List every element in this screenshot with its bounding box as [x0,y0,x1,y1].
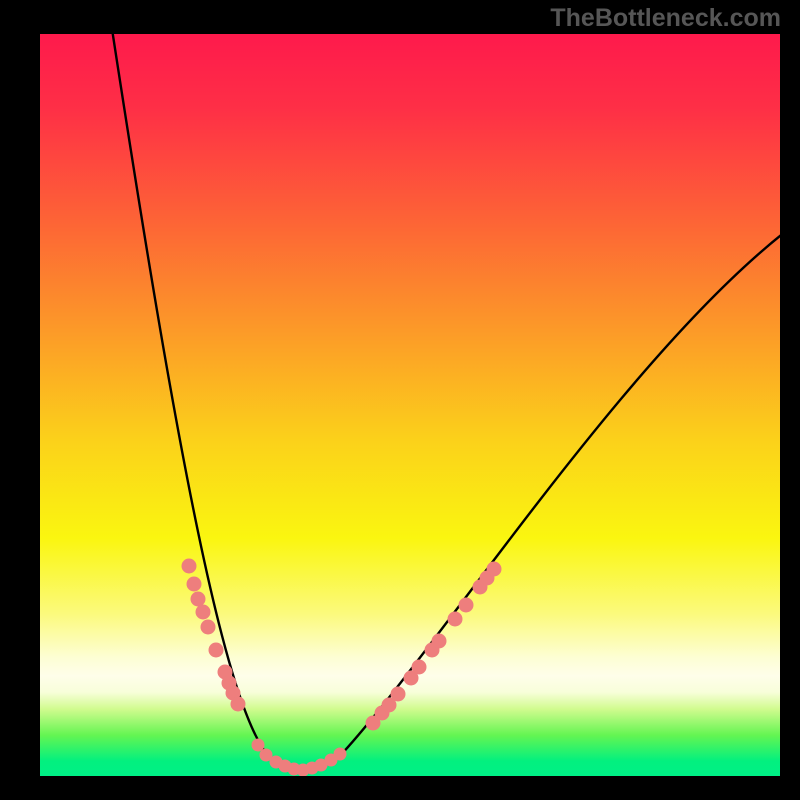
marker-point [459,598,474,613]
marker-point [201,620,216,635]
marker-point [209,643,224,658]
chart-svg [0,0,800,800]
marker-point [391,687,406,702]
marker-point [412,660,427,675]
marker-point [448,612,463,627]
plot-area [40,34,780,776]
chart-stage: TheBottleneck.com [0,0,800,800]
marker-point [196,605,211,620]
marker-point [191,592,206,607]
marker-point [432,634,447,649]
marker-point [487,562,502,577]
marker-point [187,577,202,592]
marker-point [231,697,246,712]
watermark-text: TheBottleneck.com [550,4,781,33]
marker-point [182,559,197,574]
marker-point [334,748,347,761]
